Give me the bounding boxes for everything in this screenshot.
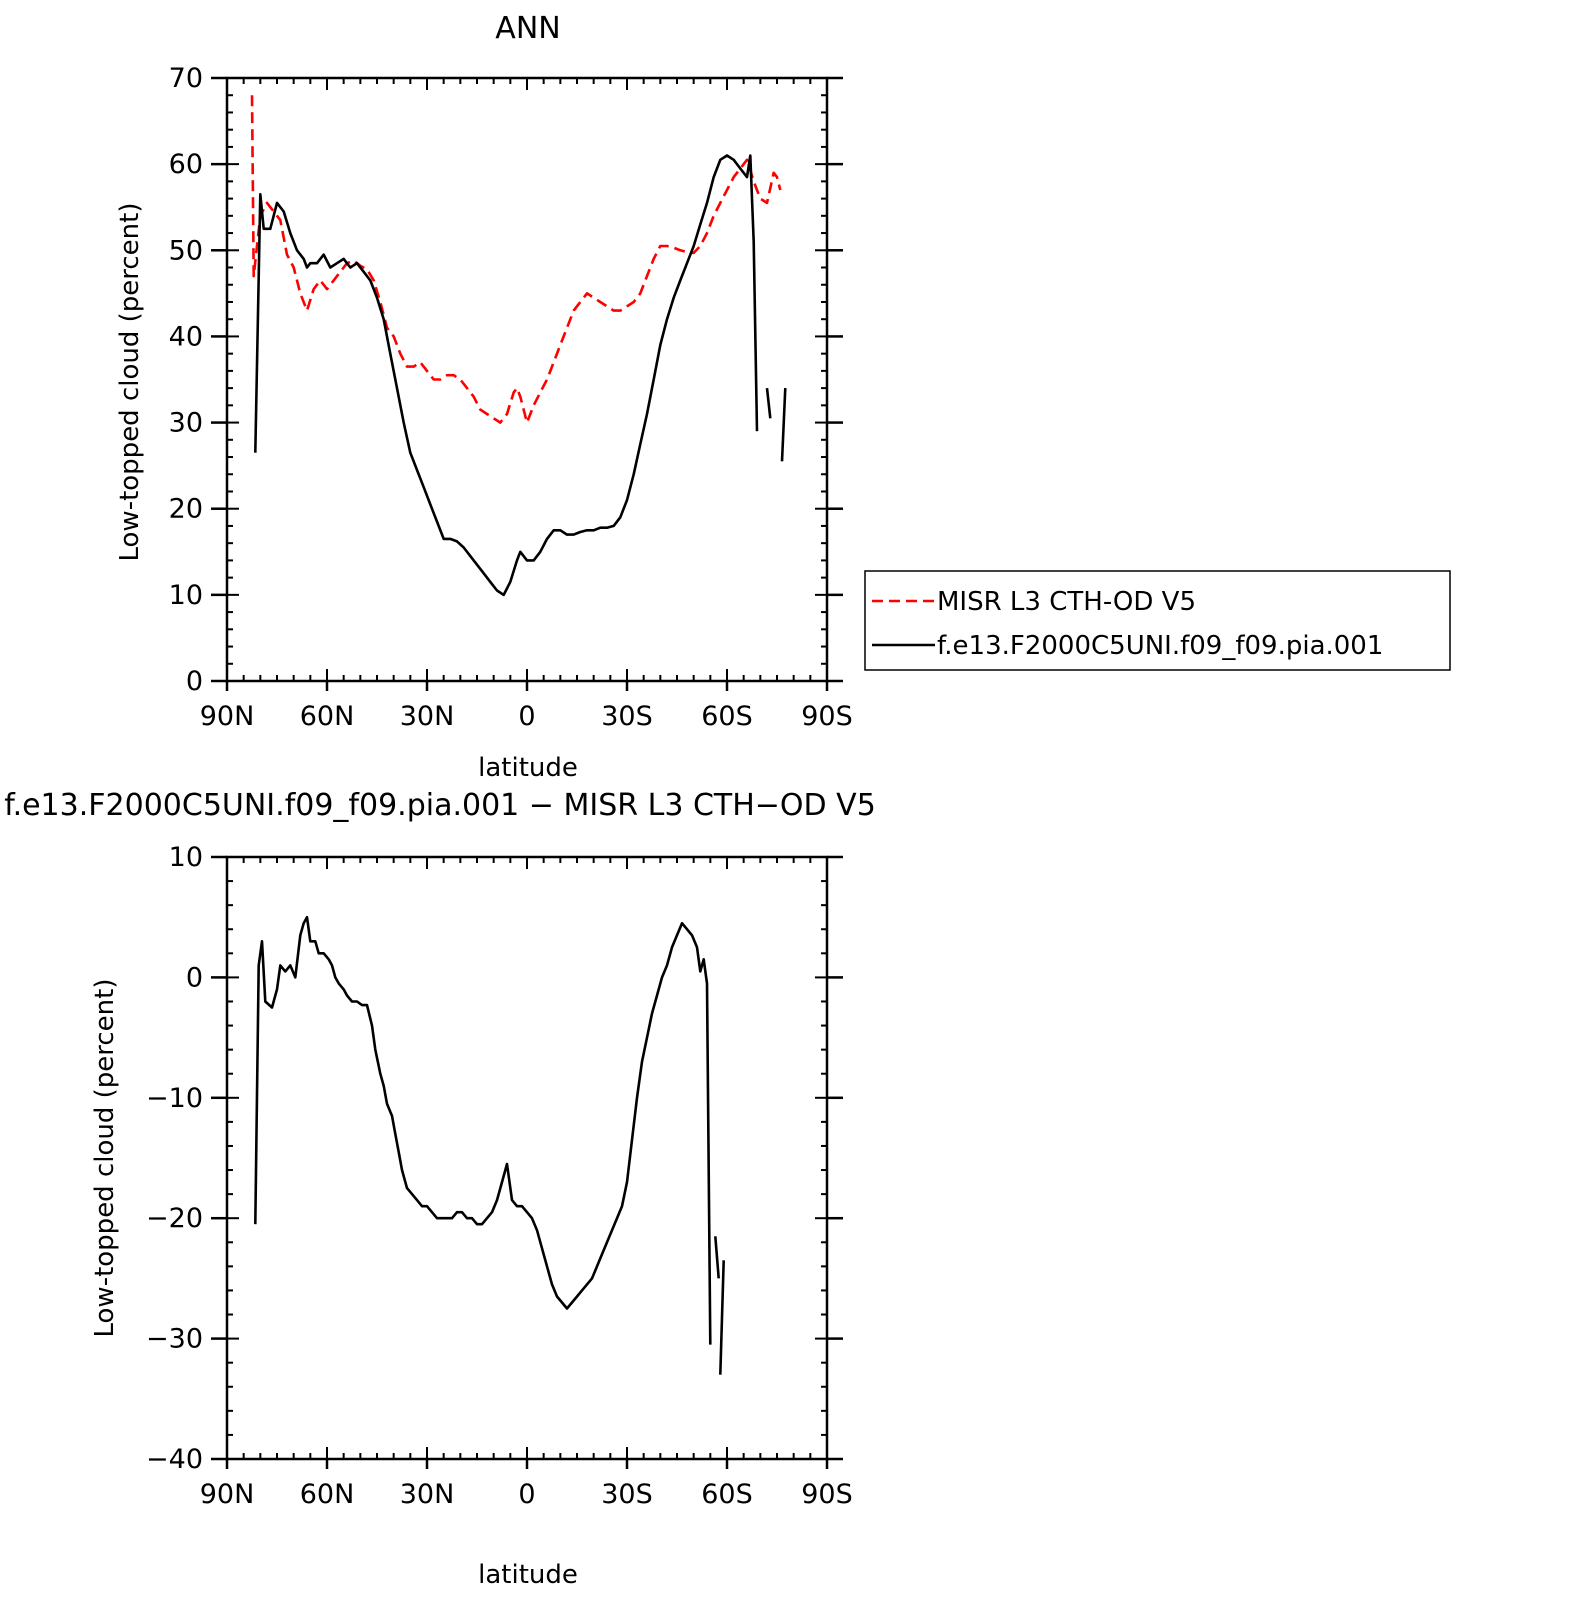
bottom-series-0-line <box>254 915 712 1345</box>
top-x-tick-label: 60S <box>701 701 753 732</box>
bottom-y-tick-label: −30 <box>146 1324 203 1355</box>
bottom-x-tick-label: 30N <box>400 1479 455 1510</box>
top-y-tick-labels: 0 10 20 30 40 50 60 70 <box>169 63 203 697</box>
bottom-x-tick-label: 90S <box>801 1479 853 1510</box>
top-y-tick-label: 10 <box>169 580 203 611</box>
top-series-1-line <box>254 154 759 597</box>
top-y-tick-label: 40 <box>169 321 203 352</box>
bottom-x-tick-label: 60N <box>300 1479 355 1510</box>
bottom-y-axis-label: Low-topped cloud (percent) <box>90 979 120 1338</box>
top-x-axis-label: latitude <box>478 753 578 783</box>
top-x-tick-labels: 90N 60N 30N 0 30S 60S 90S <box>200 701 853 732</box>
top-x-tick-label: 60N <box>300 701 355 732</box>
bottom-series-0-line <box>714 1236 720 1279</box>
top-y-tick-label: 20 <box>169 494 203 525</box>
top-series-0-line <box>250 95 782 424</box>
top-y-axis-label: Low-topped cloud (percent) <box>115 203 145 562</box>
legend-box <box>864 570 1451 671</box>
top-y-tick-label: 50 <box>169 235 203 266</box>
bottom-y-tick-label: 10 <box>169 842 203 873</box>
bottom-series-0-line <box>719 1260 725 1375</box>
bottom-tick-marks <box>211 855 843 1469</box>
bottom-x-tick-label: 0 <box>518 1479 535 1510</box>
bottom-y-tick-label: −10 <box>146 1083 203 1114</box>
top-y-tick-label: 70 <box>169 63 203 94</box>
bottom-y-tick-label: −40 <box>146 1444 203 1475</box>
bottom-x-tick-label: 30S <box>601 1479 653 1510</box>
top-series-1-line <box>765 387 772 419</box>
top-x-tick-label: 30N <box>400 701 455 732</box>
bottom-y-tick-labels: −40 −30 −20 −10 0 10 <box>146 842 203 1475</box>
bottom-y-tick-label: 0 <box>186 962 203 993</box>
top-chart-title: ANN <box>495 11 560 46</box>
top-x-tick-label: 30S <box>601 701 653 732</box>
legend-label-model: f.e13.F2000C5UNI.f09_f09.pia.001 <box>937 631 1383 661</box>
legend: MISR L3 CTH-OD V5 f.e13.F2000C5UNI.f09_f… <box>864 570 1451 671</box>
bottom-chart-panel: f.e13.F2000C5UNI.f09_f09.pia.001 − MISR … <box>4 788 876 1590</box>
bottom-y-tick-label: −20 <box>146 1203 203 1234</box>
top-plot-frame <box>225 76 829 683</box>
bottom-x-tick-label: 90N <box>200 1479 255 1510</box>
top-tick-marks <box>211 76 843 691</box>
legend-label-misr: MISR L3 CTH-OD V5 <box>937 587 1196 617</box>
top-x-tick-label: 90S <box>801 701 853 732</box>
bottom-series-lines <box>254 915 725 1375</box>
top-x-tick-label: 90N <box>200 701 255 732</box>
top-y-tick-label: 30 <box>169 408 203 439</box>
top-y-tick-label: 60 <box>169 149 203 180</box>
bottom-x-tick-label: 60S <box>701 1479 753 1510</box>
bottom-x-tick-labels: 90N 60N 30N 0 30S 60S 90S <box>200 1479 853 1510</box>
top-series-lines <box>250 95 787 597</box>
bottom-chart-title: f.e13.F2000C5UNI.f09_f09.pia.001 − MISR … <box>4 788 876 823</box>
top-x-tick-label: 0 <box>518 701 535 732</box>
top-series-1-line <box>780 388 787 462</box>
top-y-tick-label: 0 <box>186 666 203 697</box>
bottom-x-axis-label: latitude <box>478 1560 578 1590</box>
